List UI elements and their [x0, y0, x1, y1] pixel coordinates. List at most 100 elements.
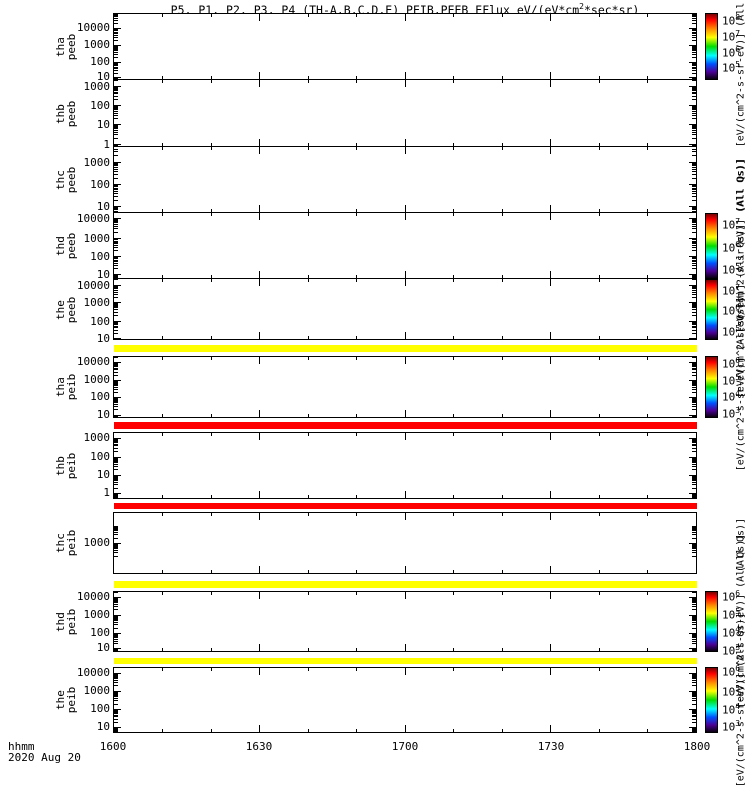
y-minor-tick [114, 307, 118, 309]
y-minor-tick [692, 56, 696, 58]
y-minor-tick [692, 643, 696, 645]
x-tick [356, 14, 357, 17]
y-minor-tick [692, 494, 696, 496]
y-minor-tick [692, 439, 696, 441]
x-tick [356, 209, 357, 212]
y-minor-tick [114, 268, 118, 270]
y-minor-tick [114, 367, 118, 369]
y-minor-tick [114, 78, 118, 79]
y-minor-tick [692, 68, 696, 70]
y-minor-tick [114, 155, 118, 157]
colorbar-tick-exponent: 4 [735, 625, 741, 635]
y-major-tick [114, 301, 121, 303]
y-minor-tick [692, 228, 696, 230]
x-tick [453, 668, 454, 671]
x-tick [501, 414, 503, 417]
spectrogram-panel-thb-peib [113, 432, 697, 499]
y-minor-tick [692, 185, 696, 187]
y-minor-tick [114, 484, 118, 486]
y-minor-tick [692, 601, 696, 603]
y-minor-tick [114, 63, 118, 65]
y-minor-tick [692, 675, 696, 677]
x-tick [162, 495, 163, 498]
y-minor-tick [114, 463, 118, 465]
x-tick [356, 495, 357, 498]
x-tick [307, 279, 309, 282]
y-minor-tick [692, 487, 696, 489]
y-minor-tick [114, 592, 118, 594]
y-minor-tick [692, 279, 696, 281]
y-minor-tick [692, 112, 696, 114]
y-minor-tick [692, 268, 696, 270]
y-minor-tick [692, 288, 696, 290]
y-minor-tick [692, 168, 696, 170]
x-tick [356, 648, 357, 651]
x-tick [501, 513, 503, 516]
y-major-tick [114, 543, 121, 544]
y-minor-tick [692, 692, 696, 694]
y-minor-tick [692, 16, 696, 18]
y-minor-tick [692, 398, 696, 400]
x-tick [307, 668, 309, 671]
colorbar-tha-peeb [705, 13, 718, 80]
colorbar-tick-exponent: 5 [735, 60, 741, 70]
y-minor-tick [692, 239, 696, 241]
y-tick-label: 10000 [76, 590, 110, 604]
colorbar-tick-label: 104 [722, 625, 741, 640]
y-minor-tick [692, 303, 696, 305]
y-minor-tick [692, 532, 696, 534]
y-minor-tick [114, 495, 118, 497]
y-major-tick [689, 597, 696, 599]
y-minor-tick [692, 95, 696, 97]
y-minor-tick [114, 279, 118, 281]
y-minor-tick [692, 241, 696, 243]
x-tick [307, 14, 309, 17]
y-major-tick [689, 396, 696, 398]
y-minor-tick [114, 609, 118, 611]
x-tick [453, 80, 454, 83]
y-minor-tick [114, 262, 118, 264]
x-tick [356, 433, 357, 436]
y-major-tick [689, 85, 696, 87]
y-minor-tick [114, 90, 118, 91]
y-minor-tick [114, 731, 118, 732]
x-tick [210, 513, 212, 516]
x-tick [598, 147, 600, 150]
y-tick-label: 10000 [76, 211, 110, 225]
y-minor-tick [692, 363, 696, 365]
y-minor-tick [114, 616, 118, 618]
x-tick [550, 14, 551, 21]
x-axis-format-label: hhmm [8, 740, 35, 753]
colorbar-tick-exponent: 6 [735, 589, 741, 599]
y-minor-tick [692, 311, 696, 313]
y-minor-tick [692, 323, 696, 325]
x-tick [501, 209, 503, 212]
y-minor-tick [692, 374, 696, 376]
x-tick [501, 729, 503, 732]
y-minor-tick [692, 72, 696, 74]
y-minor-tick [692, 256, 696, 258]
colorbar-tick-label: 106 [722, 355, 741, 371]
y-minor-tick [114, 32, 118, 34]
y-minor-tick [692, 618, 696, 620]
colorbar-tick-label: 107 [722, 217, 741, 232]
y-minor-tick [114, 199, 118, 201]
y-minor-tick [692, 544, 696, 546]
x-tick [501, 213, 503, 216]
y-minor-tick [692, 714, 696, 716]
x-tick [404, 147, 406, 154]
y-minor-tick [692, 17, 696, 19]
x-tick [453, 648, 454, 651]
y-minor-tick [692, 28, 696, 30]
x-tick [647, 729, 648, 732]
y-minor-tick [692, 221, 696, 222]
y-minor-tick [114, 698, 118, 700]
colorbar-tick-exponent: 5 [735, 607, 741, 617]
y-minor-tick [114, 93, 118, 95]
y-minor-tick [114, 258, 118, 260]
x-tick [404, 271, 406, 278]
x-tick [404, 566, 406, 573]
x-tick [647, 80, 648, 83]
y-minor-tick [692, 325, 696, 327]
y-minor-tick [692, 276, 696, 278]
